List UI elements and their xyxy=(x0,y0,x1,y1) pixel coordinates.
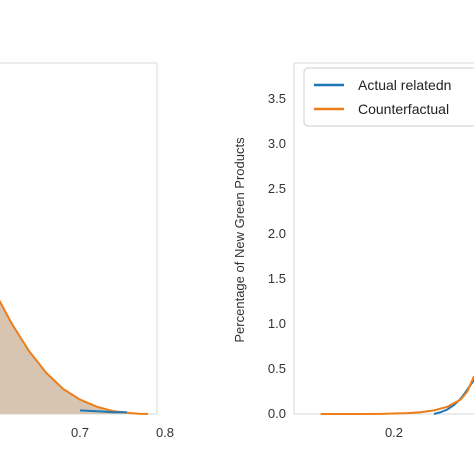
right-y-ticks: 0.0 0.5 1.0 1.5 2.0 2.5 3.0 3.5 xyxy=(268,91,286,421)
right-y-tick-label-5: 2.5 xyxy=(268,181,286,196)
right-x-tick-label-0: 0.2 xyxy=(385,425,403,440)
left-x-tick-label-0: 0.7 xyxy=(71,425,89,440)
right-plot-area xyxy=(320,375,474,415)
right-y-tick-label-7: 3.5 xyxy=(268,91,286,106)
left-x-ticks: 0.7 0.8 xyxy=(71,425,174,440)
right-panel: 0.0 0.5 1.0 1.5 2.0 2.5 3.0 3.5 0.2 Percentage … xyxy=(232,62,474,440)
left-series-line-1 xyxy=(79,409,127,414)
left-plot-area xyxy=(0,299,149,415)
left-panel: 0.7 0.8 xyxy=(0,62,174,440)
right-y-tick-label-3: 1.5 xyxy=(268,271,286,286)
right-y-tick-label-1: 0.5 xyxy=(268,361,286,376)
right-y-axis-label: Percentage of New Green Products xyxy=(232,137,247,343)
right-y-tick-label-6: 3.0 xyxy=(268,136,286,151)
left-series-line-0 xyxy=(0,299,149,415)
right-series-line-1 xyxy=(320,375,474,415)
left-x-tick-label-1: 0.8 xyxy=(156,425,174,440)
legend: Actual relatedn Counterfactual xyxy=(303,67,474,127)
right-y-tick-label-0: 0.0 xyxy=(268,406,286,421)
legend-box xyxy=(303,67,474,127)
right-x-ticks: 0.2 xyxy=(385,425,403,440)
legend-label-actual: Actual relatedn xyxy=(358,77,451,93)
right-y-tick-label-2: 1.0 xyxy=(268,316,286,331)
left-area-fill-0 xyxy=(0,301,148,414)
right-y-tick-label-4: 2.0 xyxy=(268,226,286,241)
legend-label-counterfactual: Counterfactual xyxy=(358,101,449,117)
